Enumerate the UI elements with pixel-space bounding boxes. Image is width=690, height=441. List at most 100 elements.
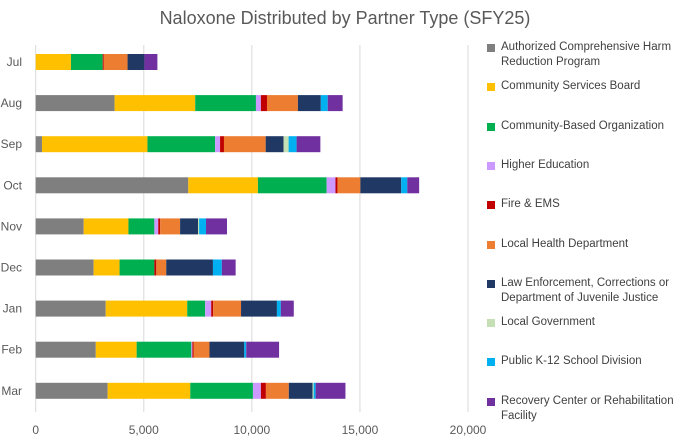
y-tick-label: Sep bbox=[1, 137, 23, 151]
bar-segment bbox=[205, 300, 212, 317]
bar-segment bbox=[35, 259, 94, 276]
bar-segment bbox=[199, 218, 207, 235]
bar-segment bbox=[221, 259, 236, 276]
bar-segment bbox=[193, 341, 210, 358]
x-tick-label: 5,000 bbox=[129, 423, 159, 437]
bar-segment bbox=[136, 341, 192, 358]
bar-segment bbox=[35, 218, 84, 235]
bar-segment bbox=[320, 95, 328, 112]
x-tick-label: 15,000 bbox=[342, 423, 379, 437]
bar-segment bbox=[246, 341, 280, 358]
legend-label: Community-Based Organization bbox=[501, 119, 664, 132]
bar-segment bbox=[35, 341, 96, 358]
bar-segment bbox=[296, 136, 321, 153]
legend-item: Local Health Department bbox=[487, 237, 628, 252]
bar-segment bbox=[266, 95, 298, 112]
bar-segment bbox=[260, 95, 267, 112]
bar-segment bbox=[288, 136, 297, 153]
legend-item: Law Enforcement, Corrections or Departmen… bbox=[487, 276, 669, 306]
bar-segment bbox=[241, 300, 277, 317]
bar-segment bbox=[407, 177, 420, 194]
legend-swatch bbox=[487, 279, 495, 288]
chart-title: Naloxone Distributed by Partner Type (SF… bbox=[159, 8, 531, 28]
legend-item: Community Services Board bbox=[487, 79, 640, 94]
legend-swatch bbox=[487, 122, 495, 131]
bar-segment bbox=[103, 54, 128, 70]
bar-segment bbox=[213, 300, 242, 317]
bar-segment bbox=[95, 341, 137, 358]
y-tick-label: Jan bbox=[3, 302, 22, 316]
bar-segment bbox=[206, 218, 227, 235]
bar-segment bbox=[70, 54, 103, 70]
bar-segment bbox=[257, 177, 327, 194]
bar-segment bbox=[128, 218, 155, 235]
y-tick-label: Nov bbox=[1, 219, 22, 233]
bar-segment bbox=[260, 382, 266, 399]
bar-segment bbox=[212, 259, 222, 276]
legend-label: Local Health Department bbox=[501, 237, 629, 250]
bar-segment bbox=[35, 136, 42, 153]
bar-segment bbox=[401, 177, 408, 194]
bar-segment bbox=[244, 341, 247, 358]
bar-segment bbox=[166, 259, 213, 276]
x-tick-label: 0 bbox=[32, 423, 39, 437]
legend-label: Recovery Center or Rehabilitation Facilit… bbox=[501, 394, 674, 422]
y-tick-label: Mar bbox=[1, 384, 22, 398]
legend-swatch bbox=[487, 83, 495, 92]
bar-segment bbox=[187, 300, 206, 317]
y-tick-label: Oct bbox=[3, 178, 22, 192]
y-tick-label: Feb bbox=[1, 343, 22, 357]
bar-segment bbox=[127, 54, 145, 70]
legend-item: Authorized Comprehensive Harm Reduction P… bbox=[487, 40, 671, 70]
bar-segment bbox=[223, 136, 266, 153]
legend-item: Public K-12 School Division bbox=[487, 354, 642, 369]
bar-segment bbox=[252, 382, 261, 399]
bar-segment bbox=[335, 177, 338, 194]
bar-segment bbox=[315, 382, 346, 399]
bar-segment bbox=[190, 382, 253, 399]
legend-item: Higher Education bbox=[487, 158, 589, 173]
bar-segment bbox=[280, 300, 294, 317]
bar-segment bbox=[147, 136, 216, 153]
bar-segment bbox=[160, 218, 181, 235]
bar-segment bbox=[105, 300, 188, 317]
bar-segment bbox=[102, 54, 104, 70]
bar-segment bbox=[360, 177, 402, 194]
legend-swatch bbox=[487, 319, 495, 328]
bar-segment bbox=[35, 177, 189, 194]
bar-segment bbox=[156, 259, 167, 276]
bar-segment bbox=[188, 177, 258, 194]
bar-segment bbox=[283, 136, 289, 153]
bar-segment bbox=[288, 382, 313, 399]
legend-swatch bbox=[487, 44, 495, 52]
y-tick-label: Dec bbox=[1, 261, 22, 275]
legend-label: Higher Education bbox=[501, 158, 590, 171]
bar-segment bbox=[327, 95, 343, 112]
bar-segment bbox=[144, 54, 158, 70]
y-tick-label: Aug bbox=[1, 96, 22, 110]
bar-segment bbox=[276, 300, 281, 317]
bar-segment bbox=[35, 300, 106, 317]
bar-segment bbox=[83, 218, 129, 235]
legend-label: Fire & EMS bbox=[501, 198, 560, 211]
bar-segment bbox=[312, 382, 314, 399]
bar-segment bbox=[209, 341, 245, 358]
bar-segment bbox=[107, 382, 191, 399]
legend-swatch bbox=[487, 201, 495, 210]
bar-segment bbox=[215, 136, 221, 153]
bar-segment bbox=[192, 341, 194, 358]
bar-segment bbox=[195, 95, 256, 112]
bar-segment bbox=[93, 259, 120, 276]
legend-label: Local Government bbox=[501, 316, 595, 329]
legend-label: Law Enforcement, Corrections or Departmen… bbox=[501, 276, 670, 304]
bar-segment bbox=[326, 177, 336, 194]
legend-item: Local Government bbox=[487, 315, 595, 330]
bar-segment bbox=[154, 218, 159, 235]
bar-segment bbox=[198, 218, 200, 235]
bar-segment bbox=[180, 218, 199, 235]
legend-item: Recovery Center or Rehabilitation Facilit… bbox=[487, 394, 674, 424]
bar-segment bbox=[35, 382, 108, 399]
bar-segment bbox=[265, 382, 289, 399]
bar-segment bbox=[114, 95, 196, 112]
bar-segment bbox=[158, 218, 161, 235]
